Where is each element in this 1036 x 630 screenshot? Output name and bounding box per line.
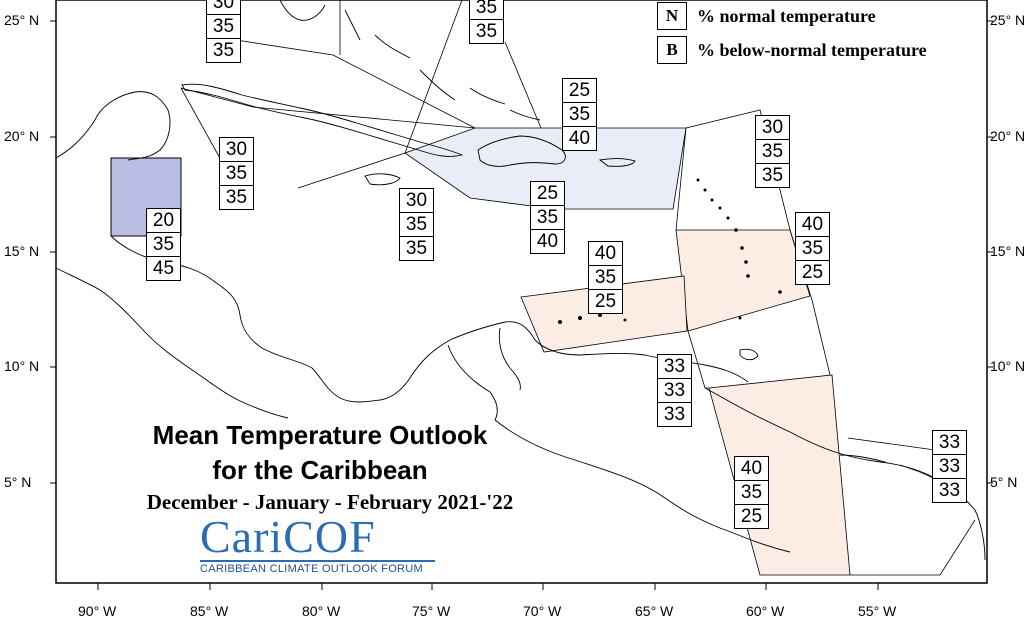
forecast-above: 20 — [152, 210, 175, 231]
forecast-box-suriname: 33 33 33 — [932, 430, 967, 503]
region-boundaries — [180, 0, 976, 576]
forecast-box-abc-islands: 40 35 25 — [588, 241, 623, 314]
forecast-above: 30 — [225, 139, 248, 160]
forecast-below: 35 — [220, 185, 253, 209]
lat-label-15n-right: 15° N — [990, 243, 1026, 259]
forecast-box-bahamas-south: 35 35 — [469, 0, 504, 44]
forecast-above: 40 — [740, 458, 763, 479]
forecast-normal: 33 — [658, 378, 691, 402]
forecast-above: 33 — [938, 432, 961, 453]
forecast-above: 25 — [568, 80, 591, 101]
forecast-below: 33 — [658, 402, 691, 426]
forecast-below: 40 — [563, 126, 596, 150]
forecast-normal: 35 — [756, 139, 789, 163]
forecast-below: 25 — [796, 260, 829, 284]
legend-text-n: % normal temperature — [697, 6, 876, 26]
lat-label-10n-left: 10° N — [4, 358, 40, 374]
forecast-normal: 35 — [589, 265, 622, 289]
forecast-box-cuba: 30 35 35 — [219, 137, 254, 210]
forecast-below: 35 — [756, 163, 789, 187]
forecast-box-hispaniola: 25 35 40 — [562, 78, 597, 151]
forecast-normal: 35 — [475, 0, 498, 18]
forecast-below: 25 — [735, 504, 768, 528]
forecast-box-guyana: 40 35 25 — [734, 456, 769, 529]
legend-key-n: N — [657, 2, 687, 30]
lon-label-80w: 80° W — [302, 603, 341, 619]
coastlines — [55, 0, 986, 561]
lat-label-15n-left: 15° N — [4, 243, 40, 259]
lat-label-20n-right: 20° N — [990, 128, 1026, 144]
forecast-normal: 35 — [796, 236, 829, 260]
forecast-box-windward: 40 35 25 — [795, 212, 830, 285]
forecast-box-leeward: 30 35 35 — [755, 115, 790, 188]
lat-label-5n-left: 5° N — [4, 474, 32, 490]
region-abc-above — [520, 275, 688, 353]
logo-name: CariCOF — [200, 511, 376, 562]
lat-label-5n-right: 5° N — [990, 474, 1018, 490]
forecast-normal: 35 — [220, 161, 253, 185]
lat-label-10n-right: 10° N — [990, 358, 1026, 374]
forecast-normal: 35 — [147, 232, 180, 256]
forecast-above: 30 — [405, 190, 428, 211]
forecast-normal: 33 — [933, 454, 966, 478]
forecast-below: 35 — [400, 236, 433, 260]
forecast-normal: 35 — [400, 212, 433, 236]
legend-key-b: B — [657, 36, 687, 64]
forecast-below: 25 — [589, 289, 622, 313]
forecast-box-caribbean-east: 25 35 40 — [530, 181, 565, 254]
map-title-line1: Mean Temperature Outlook — [152, 420, 488, 450]
lat-label-25n-right: 25° N — [990, 12, 1026, 28]
forecast-above: 40 — [801, 214, 824, 235]
forecast-above: 40 — [594, 243, 617, 264]
region-windward-above — [675, 229, 811, 332]
forecast-box-trinidad: 33 33 33 — [657, 354, 692, 427]
lon-label-85w: 85° W — [190, 603, 229, 619]
map-title-line2: for the Caribbean — [212, 455, 428, 485]
lon-label-65w: 65° W — [635, 603, 674, 619]
forecast-below: 35 — [470, 19, 503, 43]
forecast-below: 35 — [207, 38, 240, 62]
lat-label-20n-left: 20° N — [4, 128, 40, 144]
forecast-above: 30 — [212, 0, 235, 13]
forecast-normal: 35 — [207, 14, 240, 38]
lon-label-90w: 90° W — [78, 603, 117, 619]
lat-label-25n-left: 25° N — [4, 12, 40, 28]
forecast-above: 25 — [536, 183, 559, 204]
forecast-below: 33 — [933, 478, 966, 502]
forecast-above: 30 — [761, 117, 784, 138]
forecast-normal: 35 — [735, 480, 768, 504]
caricof-logo: CariCOF CARIBBEAN CLIMATE OUTLOOK FORUM — [200, 514, 435, 575]
forecast-box-belize: 20 35 45 — [146, 208, 181, 281]
forecast-box-jamaica: 30 35 35 — [399, 188, 434, 261]
lesser-antilles — [558, 178, 782, 324]
forecast-normal: 35 — [531, 205, 564, 229]
map-period: December - January - February 2021-'22 — [146, 490, 514, 514]
axis-ticks — [50, 20, 993, 590]
lon-label-55w: 55° W — [858, 603, 897, 619]
lon-label-60w: 60° W — [746, 603, 785, 619]
forecast-below: 40 — [531, 229, 564, 253]
forecast-normal: 35 — [563, 102, 596, 126]
logo-tagline: CARIBBEAN CLIMATE OUTLOOK FORUM — [200, 560, 435, 575]
forecast-above: 33 — [663, 356, 686, 377]
forecast-box-bahamas-north: 30 35 35 — [206, 0, 241, 63]
lon-label-70w: 70° W — [523, 603, 562, 619]
region-guyana-above — [708, 374, 851, 576]
forecast-below: 45 — [147, 256, 180, 280]
lon-label-75w: 75° W — [412, 603, 451, 619]
map-frame — [55, 0, 988, 584]
legend-text-b: % below-normal temperature — [697, 40, 927, 60]
